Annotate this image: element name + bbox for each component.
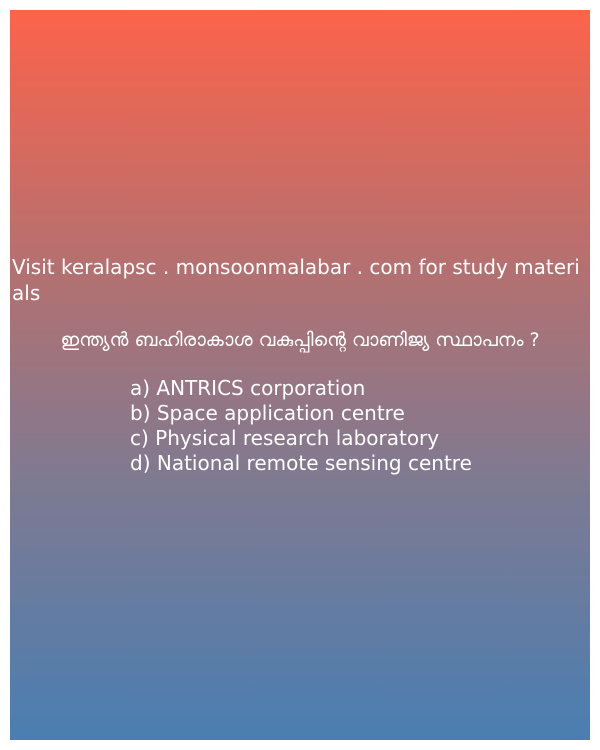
option-d: d) National remote sensing centre [130, 451, 472, 475]
answer-options: a) ANTRICS corporation b) Space applicat… [130, 376, 472, 476]
option-c: c) Physical research laboratory [130, 426, 440, 450]
quiz-card: Visit keralapsc . monsoonmalabar . com f… [10, 10, 590, 740]
promo-text: Visit keralapsc . monsoonmalabar . com f… [12, 255, 580, 305]
question-text: ഇന്ത്യൻ ബഹിരാകാശ വകുപ്പിന്റെ വാണിജ്യ സ്ഥ… [60, 329, 540, 351]
option-b: b) Space application centre [130, 401, 405, 425]
option-a: a) ANTRICS corporation [130, 376, 366, 400]
